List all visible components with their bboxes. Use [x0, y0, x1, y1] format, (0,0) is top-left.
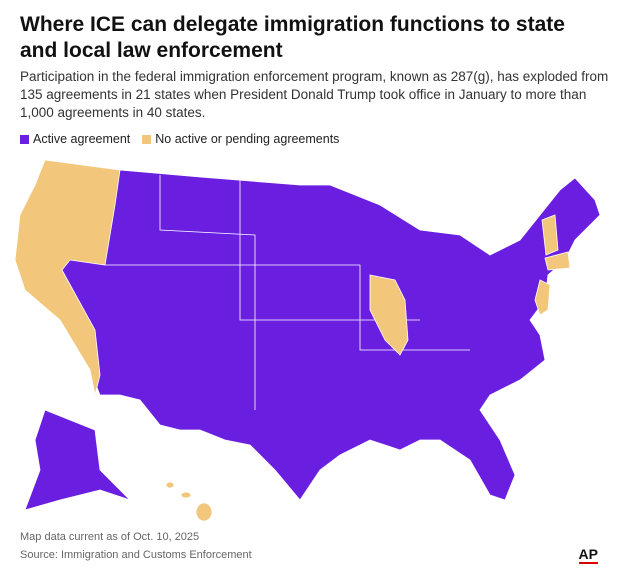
- west-coast: [14, 159, 121, 396]
- legend-item: No active or pending agreements: [142, 132, 339, 146]
- legend-label: No active or pending agreements: [155, 132, 340, 146]
- hawaii: [165, 481, 175, 489]
- hawaii: [180, 491, 192, 499]
- illinois: [369, 274, 409, 356]
- legend-swatch: [142, 134, 152, 144]
- alaska: [24, 409, 131, 511]
- legend-swatch: [20, 134, 29, 144]
- subtitle: Participation in the federal immigration…: [20, 69, 609, 120]
- new-jersey: [534, 279, 551, 316]
- legend-label: Active agreement: [33, 132, 131, 146]
- legend: Active agreement No active or pending ag…: [20, 132, 339, 146]
- logo: AP: [578, 546, 598, 564]
- legend-item: Active agreement: [20, 132, 130, 146]
- connecticut: [544, 251, 571, 271]
- state-border: [239, 178, 420, 321]
- source: Source: Immigration and Customs Enforcem…: [20, 549, 252, 561]
- lower-48: [14, 159, 601, 501]
- note: Map data current as of Oct. 10, 2025: [20, 531, 200, 543]
- vermont: [541, 214, 559, 256]
- hawaii: [195, 502, 213, 522]
- map: [14, 159, 601, 522]
- title: Where ICE can delegate immigration funct…: [20, 13, 565, 62]
- state-border: [159, 175, 256, 410]
- state-border: [105, 264, 470, 351]
